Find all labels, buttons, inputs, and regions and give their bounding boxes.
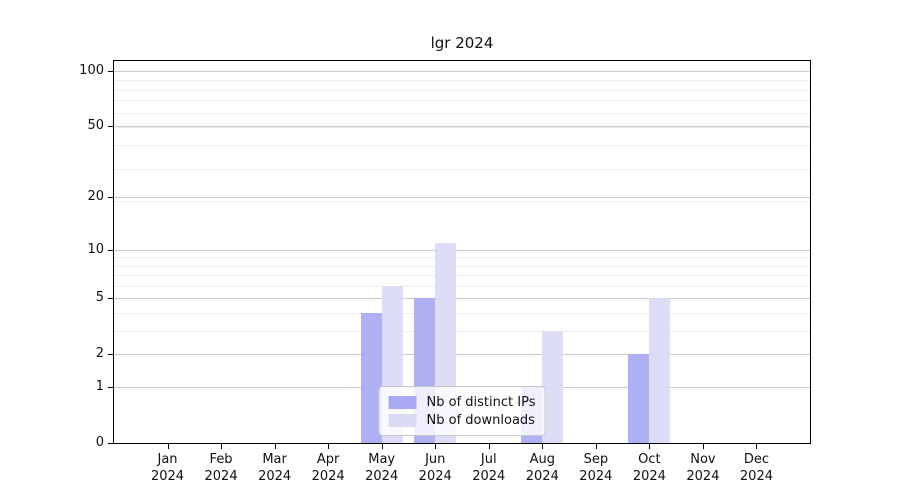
legend-label-distinct-ips: Nb of distinct IPs	[426, 394, 536, 410]
x-tick-label: Nov 2024	[686, 452, 720, 484]
minor-gridline	[114, 127, 810, 129]
legend-row-downloads: Nb of downloads	[388, 411, 536, 429]
y-tick-mark	[108, 70, 113, 72]
y-tick-label: 5	[95, 290, 104, 306]
x-tick-mark	[702, 444, 704, 449]
minor-gridline	[114, 89, 810, 91]
bar-aug-downloads	[542, 331, 564, 443]
y-tick-label: 0	[95, 435, 104, 450]
x-tick-label: Aug 2024	[525, 452, 559, 484]
x-tick-label: Oct 2024	[632, 452, 666, 484]
x-tick-label: Dec 2024	[739, 452, 773, 484]
major-gridline	[114, 249, 810, 251]
bar-oct-downloads	[649, 298, 671, 443]
minor-gridline	[114, 275, 810, 277]
x-tick-label: Apr 2024	[311, 452, 345, 484]
legend-patch-downloads-icon	[388, 413, 417, 427]
y-tick-mark	[108, 443, 113, 444]
y-tick-label: 20	[87, 189, 104, 205]
x-tick-mark	[756, 444, 758, 449]
minor-gridline	[114, 100, 810, 102]
y-tick-label: 50	[87, 117, 104, 133]
plot-area: Nb of distinct IPs Nb of downloads	[113, 60, 811, 444]
y-tick-mark	[108, 125, 113, 127]
minor-gridline	[114, 168, 810, 170]
chart-title: lgr 2024	[430, 34, 494, 52]
minor-gridline	[114, 313, 810, 315]
x-tick-label: Jan 2024	[150, 452, 185, 484]
x-tick-label: Mar 2024	[258, 452, 292, 484]
x-tick-mark	[595, 444, 597, 449]
minor-gridline	[114, 145, 810, 147]
major-gridline	[114, 70, 810, 72]
y-tick-label: 10	[87, 241, 104, 257]
x-tick-label: Jul 2024	[472, 452, 506, 484]
y-tick-mark	[108, 249, 113, 251]
bar-may-distinct-ips	[360, 313, 382, 443]
major-gridline	[114, 354, 810, 356]
legend-patch-distinct-ips-icon	[388, 395, 417, 409]
minor-gridline	[114, 80, 810, 82]
y-tick-mark	[108, 354, 113, 356]
y-tick-label: 2	[95, 346, 104, 362]
y-tick-mark	[108, 387, 113, 389]
major-gridline	[114, 125, 810, 127]
minor-gridline	[114, 331, 810, 333]
x-tick-label: May 2024	[365, 452, 399, 484]
minor-gridline	[114, 265, 810, 267]
y-tick-label: 100	[79, 62, 104, 78]
legend-label-downloads: Nb of downloads	[426, 412, 535, 428]
minor-gridline	[114, 286, 810, 288]
bar-oct-distinct-ips	[628, 354, 650, 443]
x-tick-mark	[381, 444, 383, 449]
x-tick-mark	[274, 444, 276, 449]
y-tick-mark	[108, 197, 113, 199]
x-tick-mark	[488, 444, 490, 449]
x-tick-mark	[649, 444, 651, 449]
x-tick-label: Sep 2024	[579, 452, 613, 484]
x-tick-mark	[167, 444, 169, 449]
minor-gridline	[114, 112, 810, 114]
legend: Nb of distinct IPs Nb of downloads	[378, 386, 546, 436]
minor-gridline	[114, 201, 810, 203]
legend-row-distinct-ips: Nb of distinct IPs	[388, 393, 536, 411]
x-tick-label: Feb 2024	[204, 452, 238, 484]
y-tick-mark	[108, 298, 113, 300]
x-tick-mark	[542, 444, 544, 449]
x-tick-mark	[435, 444, 437, 449]
major-gridline	[114, 298, 810, 300]
x-tick-label: Jun 2024	[418, 452, 452, 484]
y-tick-label: 1	[95, 379, 104, 395]
minor-gridline	[114, 257, 810, 259]
major-gridline	[114, 197, 810, 199]
x-tick-mark	[221, 444, 223, 449]
x-tick-mark	[328, 444, 330, 449]
